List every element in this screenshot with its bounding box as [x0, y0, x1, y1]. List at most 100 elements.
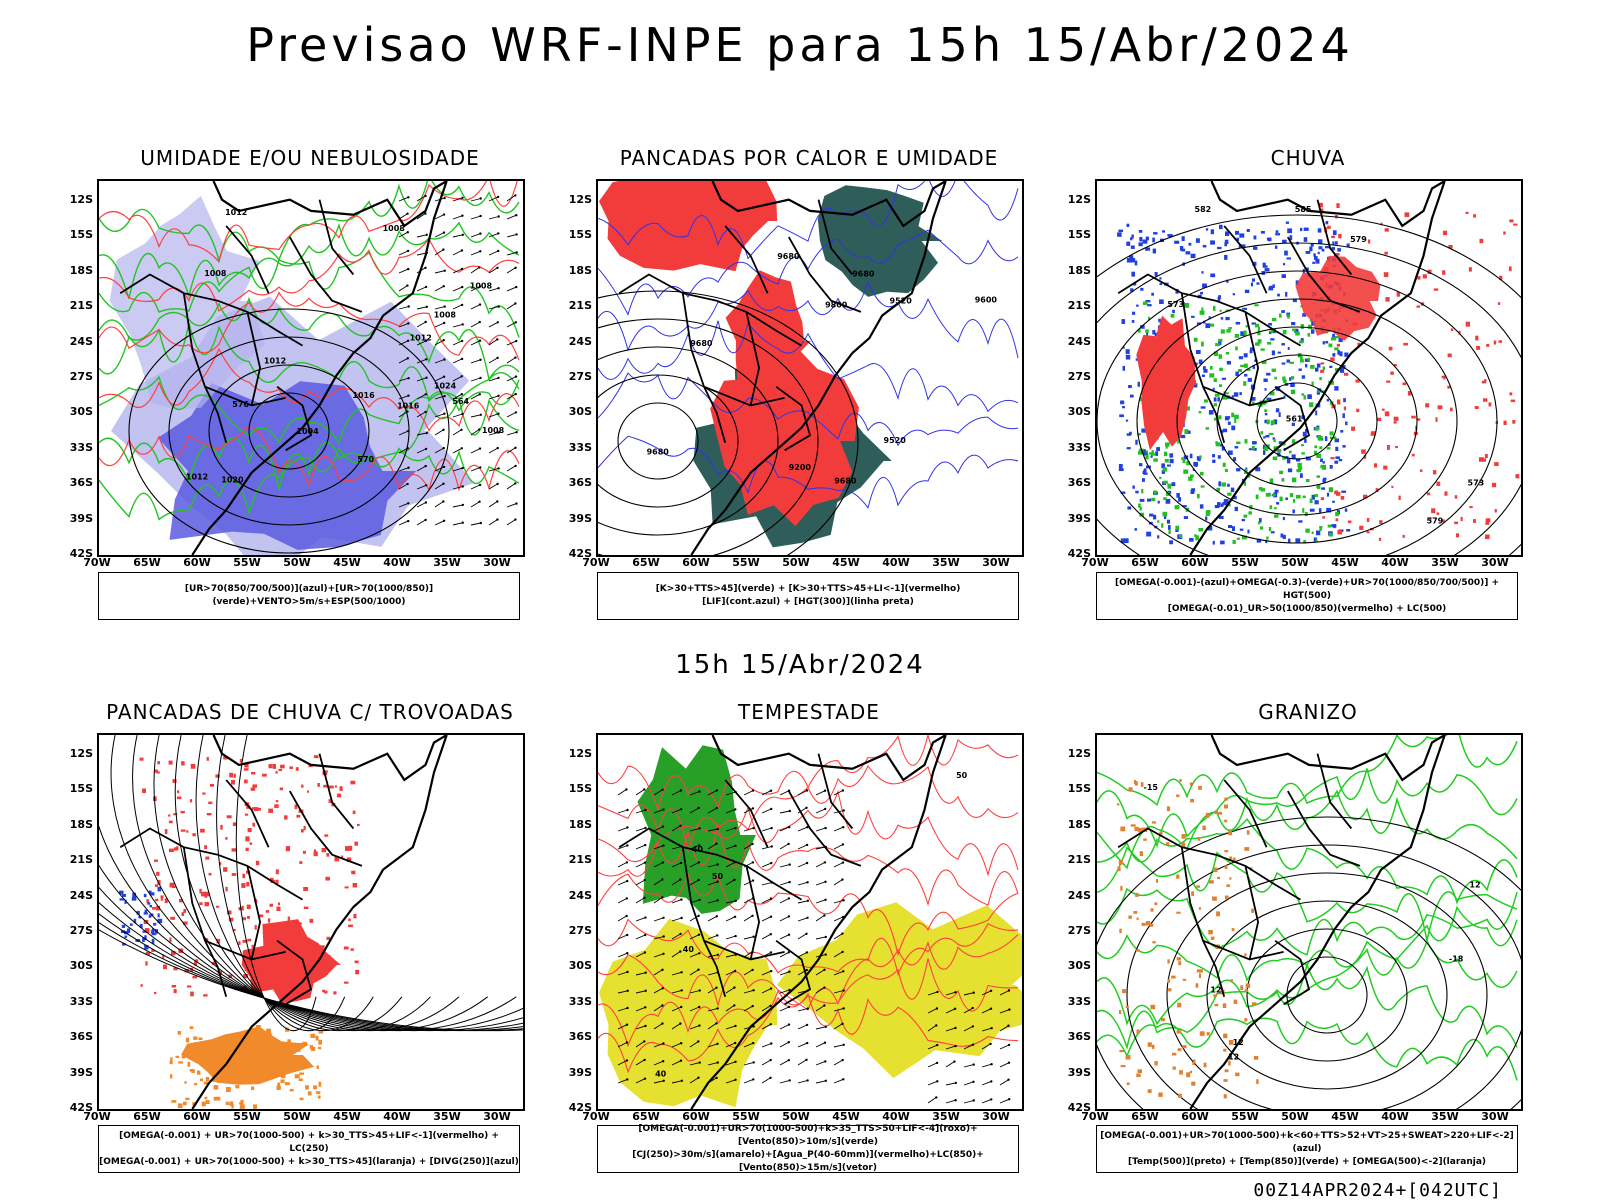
contour-label: 9680 — [777, 252, 800, 261]
panel-3-map[interactable]: 585 579 573 561 573 582 579 — [1095, 179, 1523, 557]
lat-tick-label: 18S — [1067, 817, 1091, 831]
lon-tick-label: 50W — [1281, 556, 1309, 569]
lat-tick-label: 30S — [1067, 405, 1091, 419]
contour-label: 40 — [683, 945, 695, 954]
lat-tick-label: 12S — [568, 747, 592, 760]
lat-tick-label: 21S — [568, 853, 592, 867]
lon-tick-label: 30W — [483, 556, 511, 569]
lat-tick-label: 12S — [1067, 747, 1091, 760]
lon-tick-label: 70W — [582, 556, 610, 569]
lat-tick-label: 30S — [568, 959, 592, 973]
lat-tick-label: 33S — [69, 440, 93, 454]
lon-tick-label: 60W — [183, 1110, 211, 1123]
lat-tick-label: 21S — [568, 299, 592, 313]
contour-label: 9680 — [834, 476, 857, 485]
panel-1-title: UMIDADE E/OU NEBULOSIDADE — [140, 146, 480, 170]
lon-tick-label: 45W — [832, 556, 860, 569]
contour-label: 573 — [1468, 479, 1485, 488]
lat-tick-label: 42S — [69, 1101, 93, 1114]
lat-tick-label: 15S — [69, 782, 93, 796]
contour-label: 1008 — [470, 282, 493, 291]
lat-tick-label: 39S — [1067, 1065, 1091, 1079]
lat-tick-label: 39S — [568, 1065, 592, 1079]
run-timestamp: 00Z14APR2024+[042UTC] — [1253, 1180, 1502, 1201]
lat-tick-label: 30S — [1067, 959, 1091, 973]
lat-tick-label: 42S — [69, 547, 93, 560]
lon-tick-label: 70W — [83, 556, 111, 569]
lat-tick-label: 27S — [69, 924, 93, 937]
lon-tick-label: 35W — [433, 556, 461, 569]
contour-label: 1012 — [410, 334, 432, 343]
lon-tick-label: 35W — [932, 1110, 960, 1123]
lat-tick-label: 24S — [568, 888, 592, 902]
panel-6-legend: [OMEGA(-0.001)+UR>70(1000-500)+k<60+TTS>… — [1096, 1125, 1518, 1173]
lat-tick-label: 36S — [568, 476, 592, 490]
lat-tick-label: 33S — [568, 994, 592, 1008]
panel-3-legend: [OMEGA(-0.001)-(azul)+OMEGA(-0.3)-(verde… — [1096, 572, 1518, 620]
lon-tick-label: 30W — [982, 556, 1010, 569]
lat-tick-label: 36S — [69, 476, 93, 490]
contour-label: 1008 — [434, 311, 457, 320]
contour-label: 12 — [1228, 1053, 1239, 1062]
lat-tick-label: 36S — [1067, 1030, 1091, 1044]
lat-tick-label: 24S — [1067, 334, 1091, 348]
contour-label: 12 — [1469, 881, 1480, 890]
contour-label: 1008 — [383, 224, 406, 233]
lon-tick-label: 50W — [782, 556, 810, 569]
panel-2-legend: [K>30+TTS>45](verde) + [K>30+TTS>45+LI<-… — [597, 572, 1019, 620]
lat-tick-label: 15S — [568, 228, 592, 242]
panel-2-map[interactable]: 9680 9680 9680 9680 9600 9680 9520 9800 9520 9200 — [596, 179, 1024, 557]
lat-tick-label: 18S — [568, 263, 592, 277]
lon-tick-label: 40W — [383, 1110, 411, 1123]
main-title: Previsao WRF-INPE para 15h 15/Abr/2024 — [246, 18, 1354, 72]
panel-3-title: CHUVA — [1270, 146, 1346, 170]
contour-label: 40 — [655, 1070, 667, 1079]
contour-label: 9680 — [647, 448, 670, 457]
lat-tick-label: 33S — [1067, 440, 1091, 454]
contour-label: 576 — [232, 400, 249, 409]
contour-label: 1016 — [397, 402, 420, 411]
lat-tick-label: 18S — [69, 263, 93, 277]
lat-tick-label: 21S — [1067, 853, 1091, 867]
lon-tick-label: 65W — [1131, 556, 1159, 569]
lon-tick-label: 65W — [632, 556, 660, 569]
lon-tick-label: 65W — [133, 1110, 161, 1123]
contour-label: 1012 — [186, 473, 208, 482]
legend-line: [OMEGA(-0.001) + UR>70(1000-500) + k>30_… — [99, 1156, 519, 1167]
legend-line: [OMEGA(-0.001)+UR>70(1000-500)+k<60+TTS>… — [1100, 1130, 1514, 1154]
contour-label: 1004 — [296, 427, 319, 436]
lon-tick-label: 45W — [832, 1110, 860, 1123]
lat-tick-label: 39S — [1067, 511, 1091, 525]
legend-line: [LIF](cont.azul) + [HGT(300)](linha pret… — [702, 597, 914, 607]
panel-4-map[interactable] — [97, 733, 525, 1111]
contour-label: 561 — [1286, 415, 1303, 424]
contour-label: 9520 — [884, 436, 907, 445]
panel-1-map[interactable]: 1012 1008 1008 1008 1008 1012 1016 1020 1024 1008… — [97, 179, 525, 557]
contour-label: 9680 — [690, 339, 713, 348]
contour-label: 570 — [357, 455, 374, 464]
contour-label: 12 — [1210, 986, 1221, 995]
lon-tick-label: 70W — [1081, 1110, 1109, 1123]
lat-tick-label: 12S — [69, 193, 93, 206]
contour-label: 582 — [1195, 205, 1212, 214]
panel-6-title: GRANIZO — [1258, 700, 1358, 724]
contour-label: 9200 — [789, 463, 812, 472]
lat-tick-label: 18S — [69, 817, 93, 831]
panel-5-legend: [OMEGA(-0.001)+UR>70(1000-500)+k>35_TTS>… — [597, 1124, 1019, 1173]
legend-line: [Temp(500)](preto) + [Temp(850)](verde) … — [1127, 1156, 1487, 1167]
lon-tick-label: 60W — [183, 556, 211, 569]
contour-label: -18 — [1449, 954, 1464, 963]
panel-6-map[interactable]: 12 12 12 -15 -18 12 — [1095, 733, 1523, 1111]
lat-tick-label: 27S — [568, 924, 592, 937]
lon-tick-label: 30W — [982, 1110, 1010, 1123]
panel-1-legend: [UR>70(850/700/500)](azul)+[UR>70(1000/8… — [98, 572, 520, 620]
panel-4-map-graphic — [99, 735, 523, 1109]
lat-tick-label: 15S — [1067, 782, 1091, 796]
lat-tick-label: 33S — [69, 994, 93, 1008]
lon-tick-label: 40W — [1381, 556, 1409, 569]
lon-tick-label: 60W — [682, 556, 710, 569]
legend-line: [OMEGA(-0.01)_UR>50(1000/850)(vermelho) … — [1167, 603, 1447, 614]
lon-tick-label: 45W — [333, 1110, 361, 1123]
panel-5-map[interactable]: 40 40 50 40 50 — [596, 733, 1024, 1111]
contour-label: 579 — [1350, 235, 1367, 244]
